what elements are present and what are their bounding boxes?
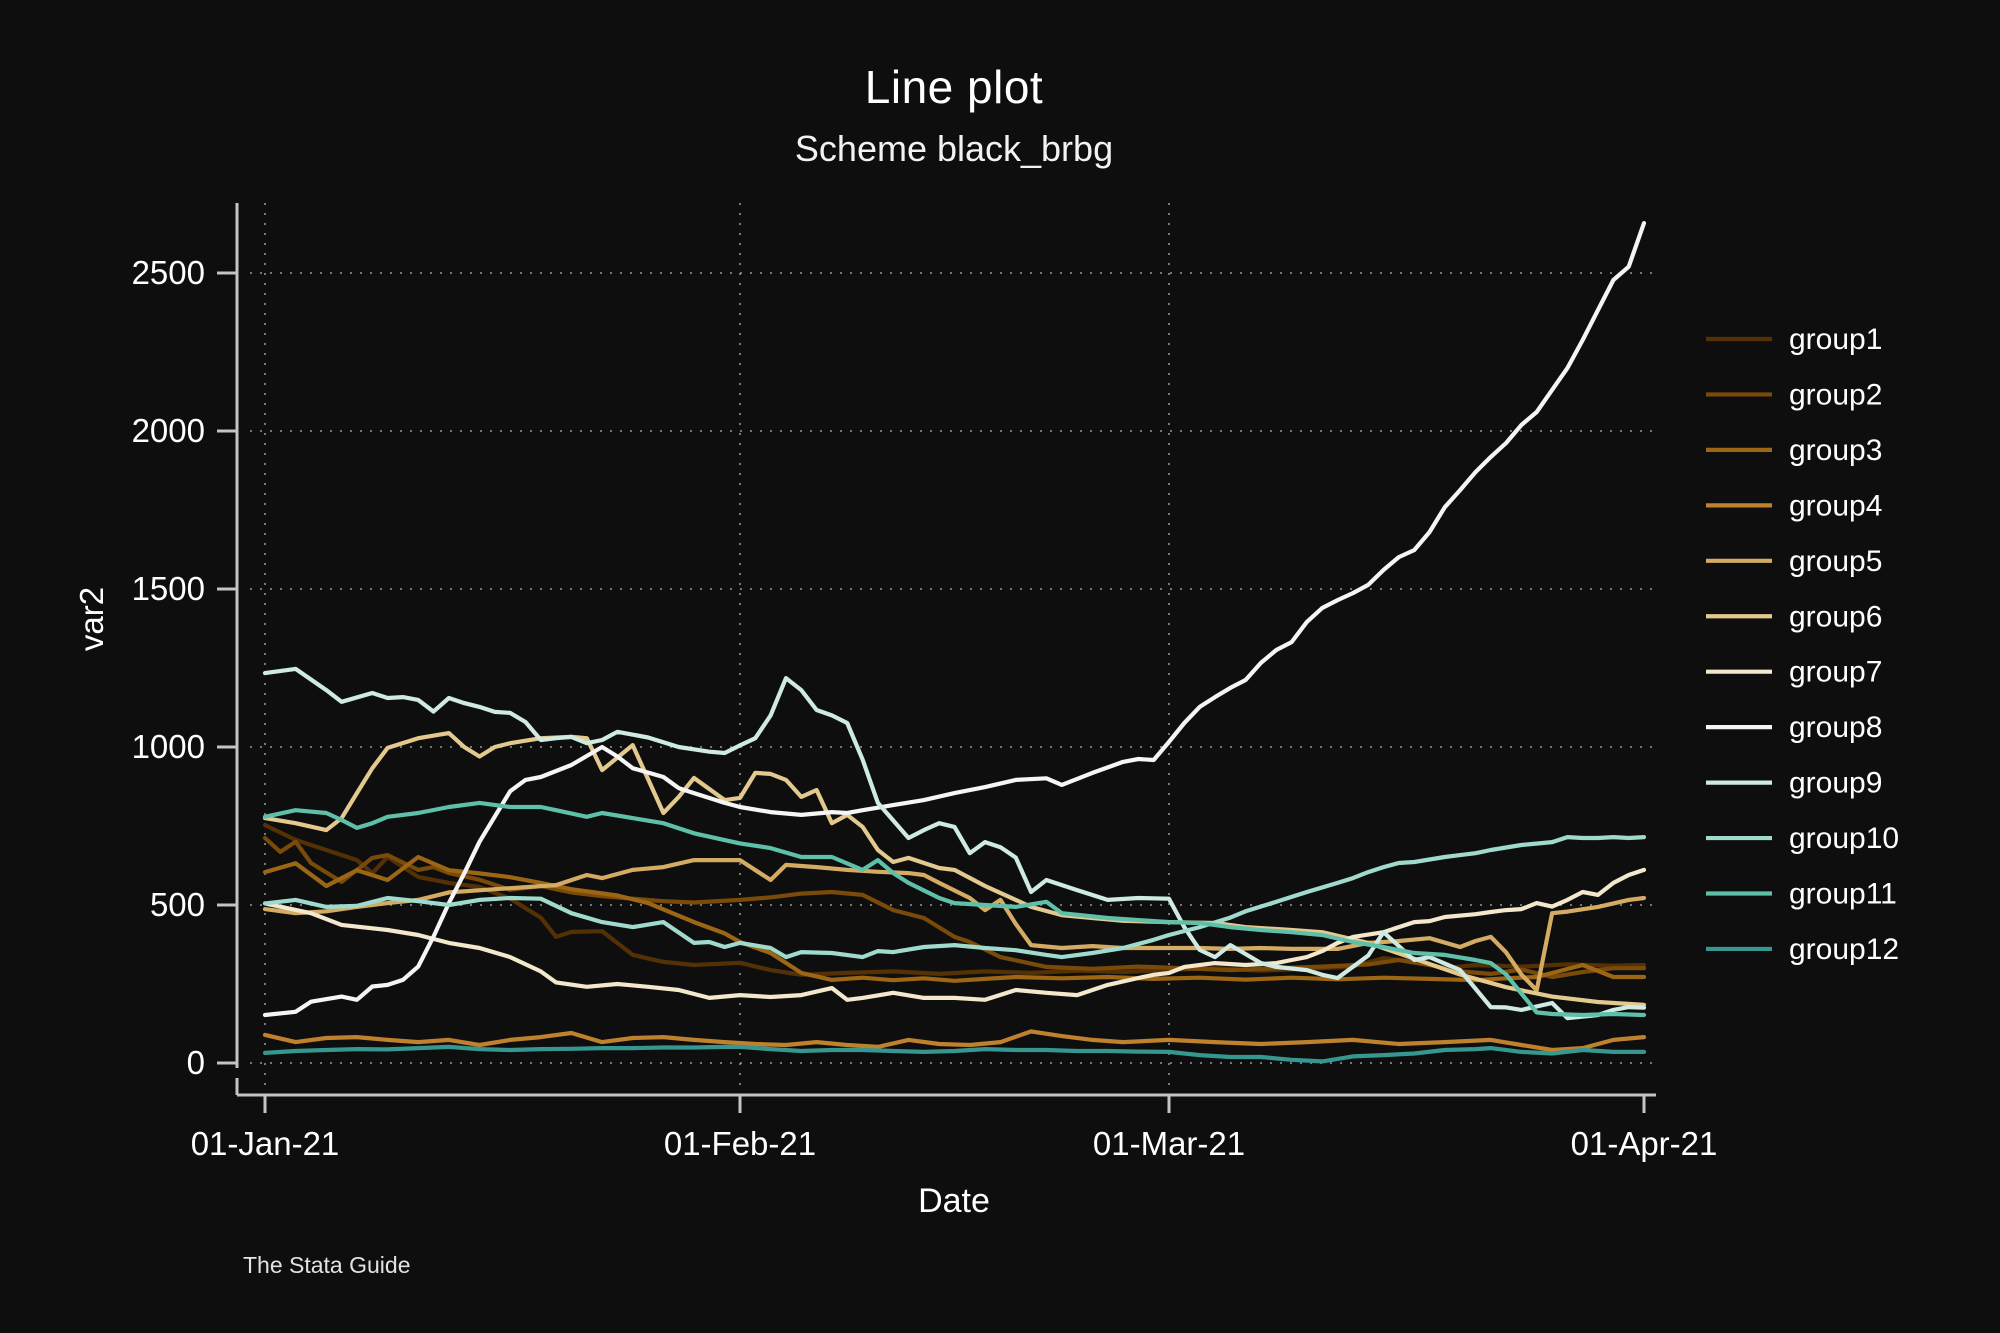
series-line-group11 bbox=[262, 800, 1647, 1018]
x-tick-label: 01-Feb-21 bbox=[664, 1125, 816, 1162]
series-line-group6 bbox=[262, 730, 1647, 1008]
legend-label-group4: group4 bbox=[1789, 489, 1882, 522]
chart-title: Line plot bbox=[864, 61, 1044, 113]
y-tick-label: 2500 bbox=[132, 254, 205, 291]
legend-label-group9: group9 bbox=[1789, 767, 1882, 800]
series-line-group7 bbox=[262, 867, 1647, 1002]
x-tick-label: 01-Mar-21 bbox=[1093, 1125, 1245, 1162]
series-line-group4 bbox=[262, 1029, 1647, 1053]
series-line-group10 bbox=[262, 834, 1647, 960]
y-axis-title: var2 bbox=[73, 586, 110, 652]
legend-label-group5: group5 bbox=[1789, 545, 1882, 578]
legend-label-group10: group10 bbox=[1789, 822, 1899, 855]
legend-label-group11: group11 bbox=[1789, 878, 1897, 911]
y-tick-label: 1500 bbox=[132, 570, 205, 607]
legend-label-group8: group8 bbox=[1789, 711, 1882, 744]
x-tick-label: 01-Apr-21 bbox=[1571, 1125, 1718, 1162]
watermark-text: The Stata Guide bbox=[243, 1252, 411, 1278]
series-line-group9 bbox=[262, 666, 1647, 1021]
y-tick-label: 500 bbox=[150, 886, 205, 923]
series-line-group5 bbox=[262, 857, 1647, 993]
legend-label-group3: group3 bbox=[1789, 434, 1882, 467]
series-line-group12 bbox=[262, 1044, 1647, 1064]
legend-label-group1: group1 bbox=[1789, 323, 1882, 356]
x-tick-label: 01-Jan-21 bbox=[191, 1125, 340, 1162]
legend-label-group2: group2 bbox=[1789, 378, 1882, 411]
y-tick-label: 0 bbox=[187, 1044, 205, 1081]
y-tick-label: 2000 bbox=[132, 412, 205, 449]
legend-label-group6: group6 bbox=[1789, 600, 1882, 633]
series-line-group2 bbox=[262, 835, 1647, 980]
legend-label-group12: group12 bbox=[1789, 933, 1899, 966]
series-line-group8 bbox=[262, 221, 1647, 1018]
x-axis-title: Date bbox=[918, 1182, 990, 1220]
legend-label-group7: group7 bbox=[1789, 656, 1882, 689]
y-tick-label: 1000 bbox=[132, 728, 205, 765]
chart-subtitle: Scheme black_brbg bbox=[794, 128, 1114, 169]
